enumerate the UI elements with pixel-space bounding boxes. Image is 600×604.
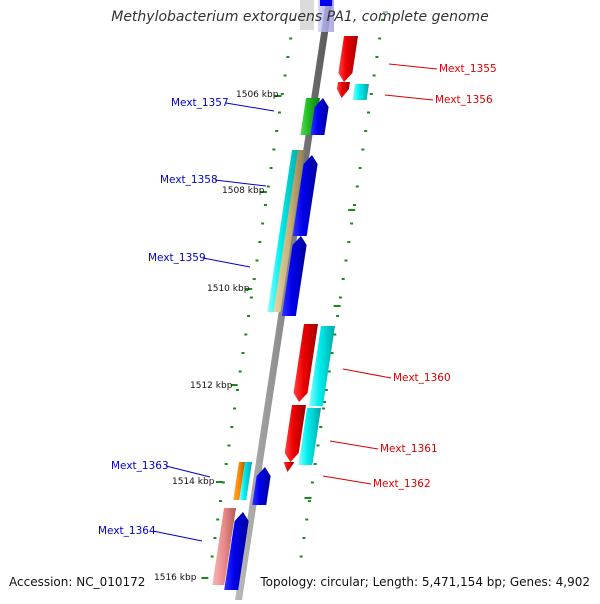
gene-label-forward: Mext_1359 (148, 252, 206, 264)
gene-mext-1355-tail (336, 82, 350, 98)
gene-mext-1359 (281, 236, 307, 316)
gene-leader-line (342, 368, 392, 379)
gene-mext-1361-cyan (298, 408, 321, 465)
genome-title: Methylobacterium extorquens PA1, complet… (111, 9, 489, 25)
gene-mext-1360-cyan (308, 326, 335, 406)
gene-label-reverse: Mext_1362 (373, 478, 431, 490)
accession-text: Accession: NC_010172 (9, 575, 146, 589)
gene-mext-1358-tan (273, 150, 305, 312)
gene-leader-line (214, 179, 267, 187)
kbp-tick-label: 1510 kbp (207, 284, 250, 294)
faded-gene-remnant (300, 0, 314, 30)
gene-label-reverse: Mext_1355 (439, 63, 497, 75)
gene-label-forward: Mext_1364 (98, 525, 156, 537)
genes-layer (212, 36, 369, 590)
gene-leader-line (384, 94, 434, 101)
gene-mext-1362 (283, 462, 294, 472)
gene-mext-1358-cyan (267, 150, 300, 312)
gene-label-forward: Mext_1363 (111, 460, 169, 472)
kbp-tick-label: 1506 kbp (236, 90, 279, 100)
gene-label-forward: Mext_1357 (171, 97, 229, 109)
genome-backbone (235, 0, 333, 600)
gene-label-reverse: Mext_1356 (435, 94, 493, 106)
gene-leader-line (322, 475, 372, 485)
kbp-tick-label: 1508 kbp (222, 186, 265, 196)
gene-leader-line (225, 102, 275, 112)
gene-label-reverse: Mext_1361 (380, 443, 438, 455)
faded-gene-remnant (320, 0, 332, 6)
kbp-tick-label: 1512 kbp (190, 381, 233, 391)
gene-mext-1363 (252, 467, 271, 505)
gene-mext-1355 (338, 36, 358, 82)
gene-leader-line (329, 440, 379, 450)
gene-mext-1358 (292, 155, 318, 236)
gene-mext-1360 (293, 324, 318, 402)
gene-leader-line (388, 63, 438, 70)
gene-label-forward: Mext_1358 (160, 174, 218, 186)
gene-mext-1364 (224, 512, 249, 590)
gene-mext-1363-cyan (239, 462, 252, 500)
gene-mext-1364-pink (212, 508, 236, 585)
gene-label-reverse: Mext_1360 (393, 372, 451, 384)
gene-mext-1357 (310, 98, 329, 135)
kbp-tick-label: 1514 kbp (172, 477, 215, 487)
gene-mext-1363-orange (233, 462, 245, 500)
gene-mext-1361 (284, 405, 306, 462)
gene-leader-line (202, 257, 251, 268)
gene-leader-line (152, 530, 203, 542)
faded-gene-remnant (318, 0, 334, 32)
gene-leader-line (165, 465, 211, 478)
labels-layer: 1506 kbp 1508 kbp 1510 kbp 1512 kbp 1514 kbp… (98, 63, 497, 583)
ticks-layer (201, 19, 384, 579)
kbp-tick-label: 1516 kbp (154, 573, 197, 583)
topology-text: Topology: circular; Length: 5,471,154 bp… (260, 575, 590, 589)
gene-mext-1356 (352, 84, 369, 100)
